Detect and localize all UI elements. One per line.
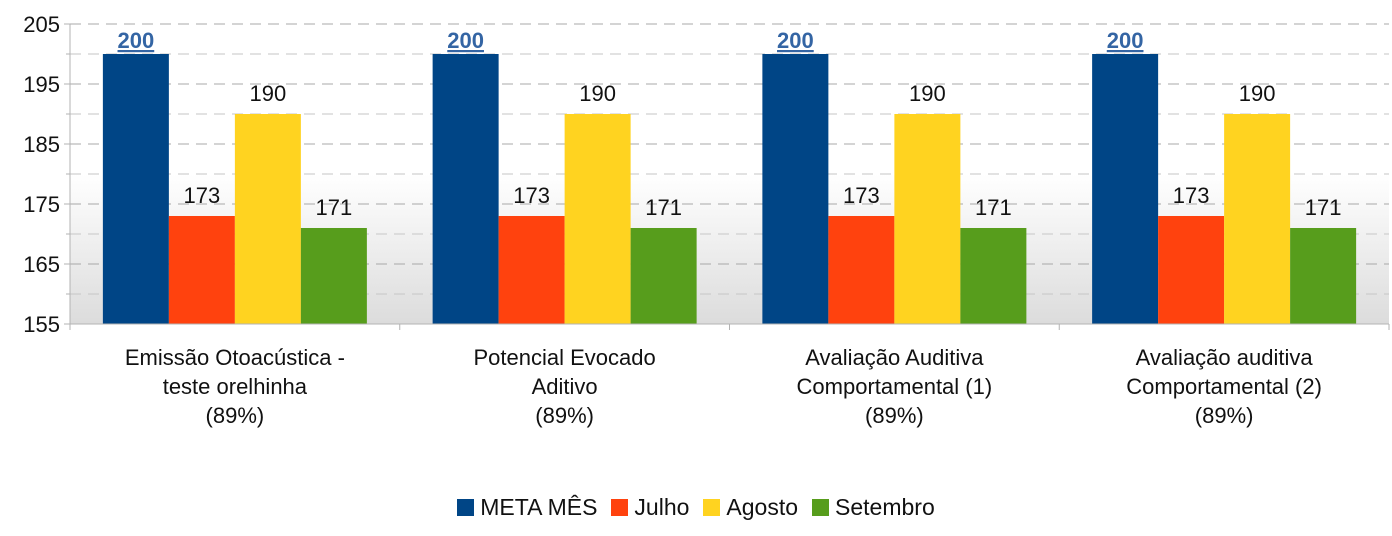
legend-item: Agosto <box>703 494 798 521</box>
y-tick-label: 185 <box>23 132 60 157</box>
x-tick-label: (89%) <box>535 403 594 428</box>
legend-label: Julho <box>634 494 690 520</box>
y-tick-label: 205 <box>23 12 60 37</box>
bar <box>498 216 565 324</box>
data-label: 173 <box>843 183 880 208</box>
legend-label: META MÊS <box>480 494 598 520</box>
y-tick-label: 155 <box>23 312 60 337</box>
bar <box>1224 114 1291 324</box>
bar <box>630 228 697 324</box>
x-tick-label: Comportamental (1) <box>797 374 993 399</box>
data-label: 171 <box>316 195 353 220</box>
data-label: 171 <box>645 195 682 220</box>
bar <box>564 114 631 324</box>
bar <box>1092 54 1159 324</box>
bar <box>828 216 895 324</box>
y-tick-label: 165 <box>23 252 60 277</box>
x-tick-label: Avaliação Auditiva <box>805 345 984 370</box>
x-tick-label: Potencial Evocado <box>474 345 656 370</box>
bar <box>960 228 1027 324</box>
bar <box>1290 228 1357 324</box>
data-label: 190 <box>250 81 287 106</box>
legend-label: Setembro <box>835 494 935 520</box>
legend-swatch <box>457 499 475 516</box>
data-label: 200 <box>777 28 814 53</box>
bar <box>762 54 829 324</box>
bar <box>894 114 961 324</box>
y-tick-label: 175 <box>23 192 60 217</box>
x-tick-label: (89%) <box>865 403 924 428</box>
bar <box>234 114 301 324</box>
y-tick-label: 195 <box>23 72 60 97</box>
legend-item: META MÊS <box>457 494 597 521</box>
data-label: 200 <box>1107 28 1144 53</box>
x-tick-label: teste orelhinha <box>163 374 308 399</box>
bar <box>300 228 367 324</box>
legend-swatch <box>703 499 721 516</box>
bar <box>102 54 169 324</box>
x-tick-label: Aditivo <box>532 374 598 399</box>
data-label: 190 <box>1239 81 1276 106</box>
data-label: 200 <box>118 28 155 53</box>
legend-item: Julho <box>611 494 689 521</box>
x-tick-label: Emissão Otoacústica - <box>125 345 345 370</box>
chart-legend: META MÊS Julho Agosto Setembro <box>0 494 1392 521</box>
x-tick-label: Avaliação auditiva <box>1136 345 1314 370</box>
x-tick-label: (89%) <box>1195 403 1254 428</box>
legend-swatch <box>812 499 830 516</box>
data-label: 200 <box>447 28 484 53</box>
data-label: 190 <box>579 81 616 106</box>
data-label: 190 <box>909 81 946 106</box>
bar <box>1158 216 1225 324</box>
data-label: 171 <box>1305 195 1342 220</box>
x-tick-label: Comportamental (2) <box>1126 374 1322 399</box>
x-tick-label: (89%) <box>206 403 265 428</box>
legend-item: Setembro <box>812 494 935 521</box>
bar <box>432 54 499 324</box>
data-label: 173 <box>1173 183 1210 208</box>
data-label: 173 <box>184 183 221 208</box>
data-label: 171 <box>975 195 1012 220</box>
legend-swatch <box>611 499 629 516</box>
legend-label: Agosto <box>726 494 799 520</box>
data-label: 173 <box>513 183 550 208</box>
bar <box>168 216 235 324</box>
